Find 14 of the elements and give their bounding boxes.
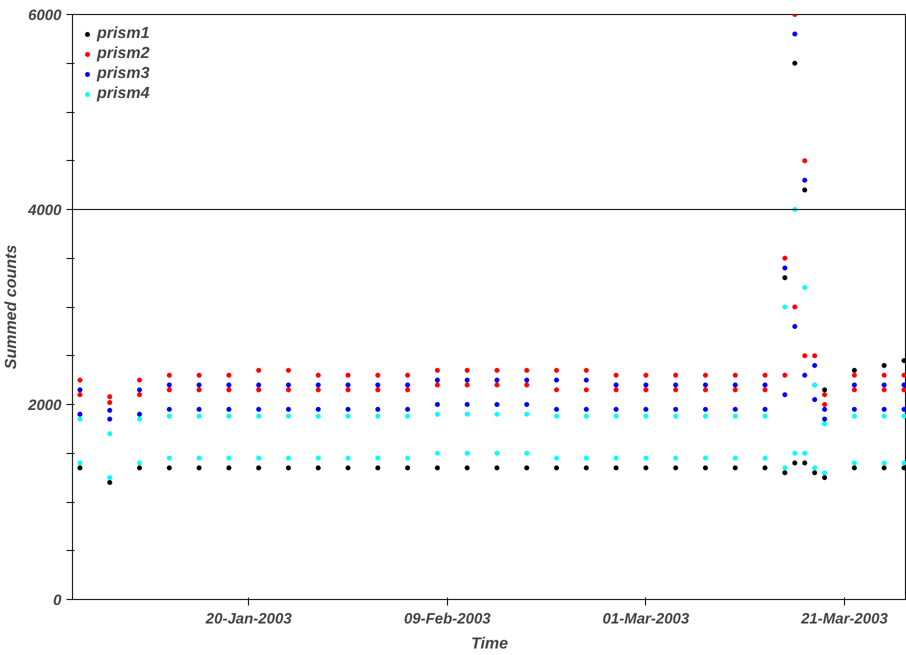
x-tick-label: 09-Feb-2003 — [404, 610, 492, 628]
legend-label: prism3 — [97, 65, 150, 83]
legend-label: prism4 — [97, 85, 150, 103]
legend-label: prism2 — [97, 45, 150, 63]
x-tick-label: 01-Mar-2003 — [602, 610, 690, 628]
y-axis-title: Summed counts — [3, 244, 20, 370]
x-tick-label: 20-Jan-2003 — [204, 610, 292, 628]
legend-label: prism1 — [97, 25, 150, 43]
y-tick-label: 0 — [53, 592, 62, 609]
y-tick-label: 4000 — [27, 202, 62, 219]
x-axis-title: Time — [470, 636, 508, 652]
y-tick-label: 2000 — [27, 397, 62, 414]
x-tick-label: 21-Mar-2003 — [800, 610, 888, 628]
y-tick-label: 6000 — [28, 7, 62, 24]
